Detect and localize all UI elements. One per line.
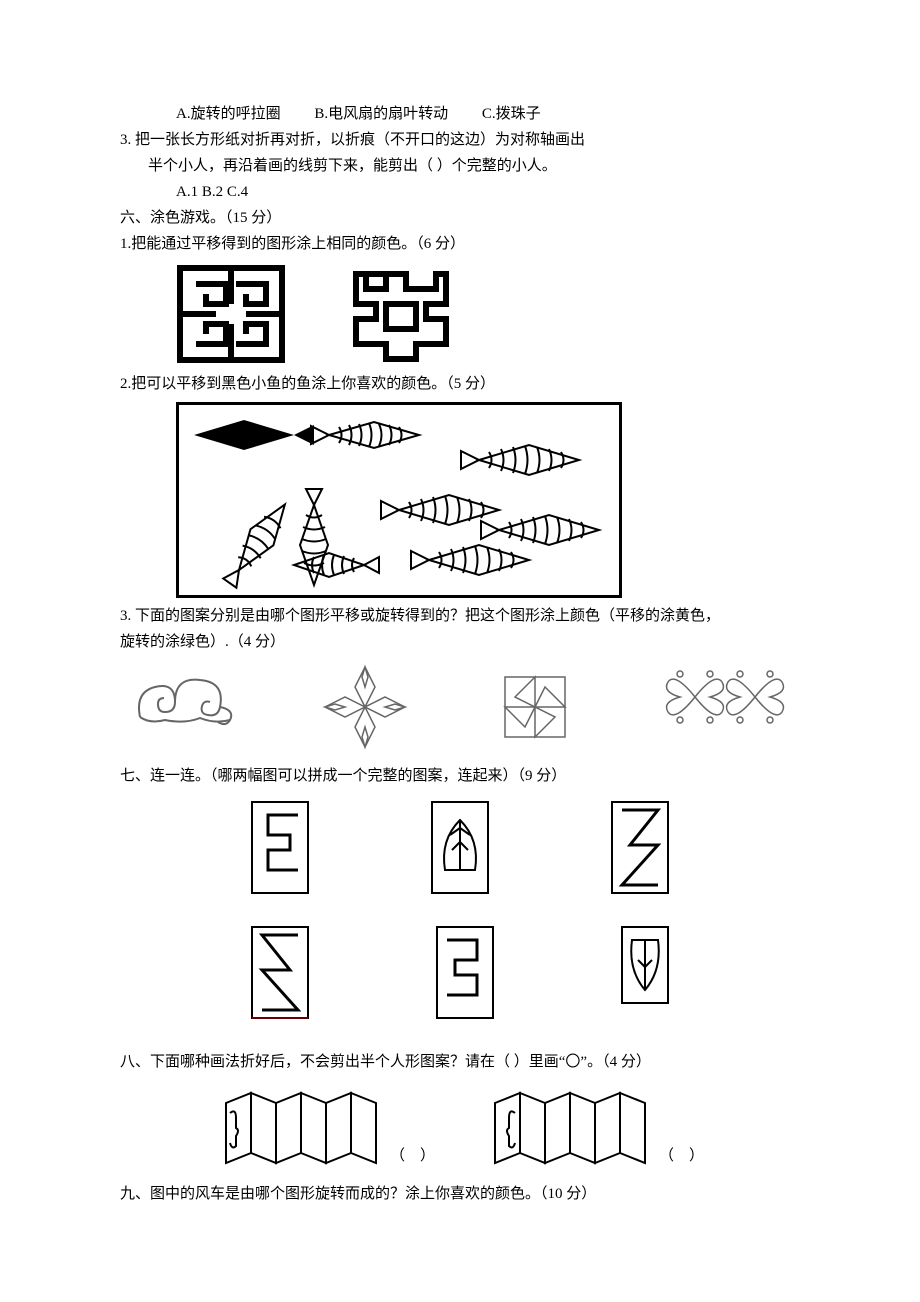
sec6-p1: 1.把能通过平移得到的图形涂上相同的颜色。（6 分） [120, 232, 800, 256]
spiral-cloud-icon [130, 662, 240, 732]
q3-line2: 半个小人，再沿着画的线剪下来，能剪出（ ）个完整的小人。 [120, 154, 800, 178]
irregular-pattern-icon [346, 264, 456, 364]
q3-opts: A.1 B.2 C.4 [120, 180, 800, 204]
fold-row: （ ） （ ） [120, 1088, 800, 1168]
sec6-p1-figs [176, 264, 800, 364]
fish-outline-icon [218, 422, 599, 591]
q3-line1: 3. 把一张长方形纸对折再对折，以折痕（不开口的这边）为对称轴画出 [120, 128, 800, 152]
sec6-p3-figs [120, 662, 800, 752]
sec8-title: 八、下面哪种画法折好后，不会剪出半个人形图案？请在（ ）里画“〇”。（4 分） [120, 1050, 800, 1074]
accordion-fold-a-icon [216, 1088, 386, 1168]
sec6-p3a: 3. 下面的图案分别是由哪个图形平移或旋转得到的？把这个图形涂上颜色（平移的涂黄… [120, 604, 800, 628]
paren-a: （ ） [390, 1144, 435, 1168]
q2-opt-b: B.电风扇的扇叶转动 [314, 106, 448, 122]
tile-zigzag-b-icon [250, 925, 310, 1020]
tile-leaf-mirror-icon [620, 925, 670, 1005]
accordion-fold-b-icon [485, 1088, 655, 1168]
sec6-title: 六、涂色游戏。（15 分） [120, 206, 800, 230]
tile-leaf-icon [430, 800, 490, 895]
q2-options: A.旋转的呼拉圈 B.电风扇的扇叶转动 C.拨珠子 [120, 102, 800, 126]
tile-e-mirror-icon [435, 925, 495, 1020]
q2-opt-c: C.拨珠子 [482, 106, 541, 122]
sec6-p3b: 旋转的涂绿色）.（4 分） [120, 630, 800, 654]
sec7-title: 七、连一连。（哪两幅图可以拼成一个完整的图案，连起来）（9 分） [120, 764, 800, 788]
match-grid [250, 800, 670, 1020]
pinwheel-icon [490, 662, 580, 752]
sec6-p2: 2.把可以平移到黑色小鱼的鱼涂上你喜欢的颜色。（5 分） [120, 372, 800, 396]
fish-box [176, 402, 622, 598]
fish-black-icon [194, 420, 314, 450]
tile-zigzag-a-icon [610, 800, 670, 895]
paren-b: （ ） [659, 1144, 704, 1168]
sec9-title: 九、图中的风车是由哪个图形旋转而成的？涂上你喜欢的颜色。（10 分） [120, 1182, 800, 1206]
cross-diamond-icon [320, 662, 410, 752]
q2-opt-a: A.旋转的呼拉圈 [176, 106, 281, 122]
tile-e-shape-icon [250, 800, 310, 895]
greek-key-pattern-icon [176, 264, 286, 364]
butterfly-pattern-icon [660, 662, 790, 732]
